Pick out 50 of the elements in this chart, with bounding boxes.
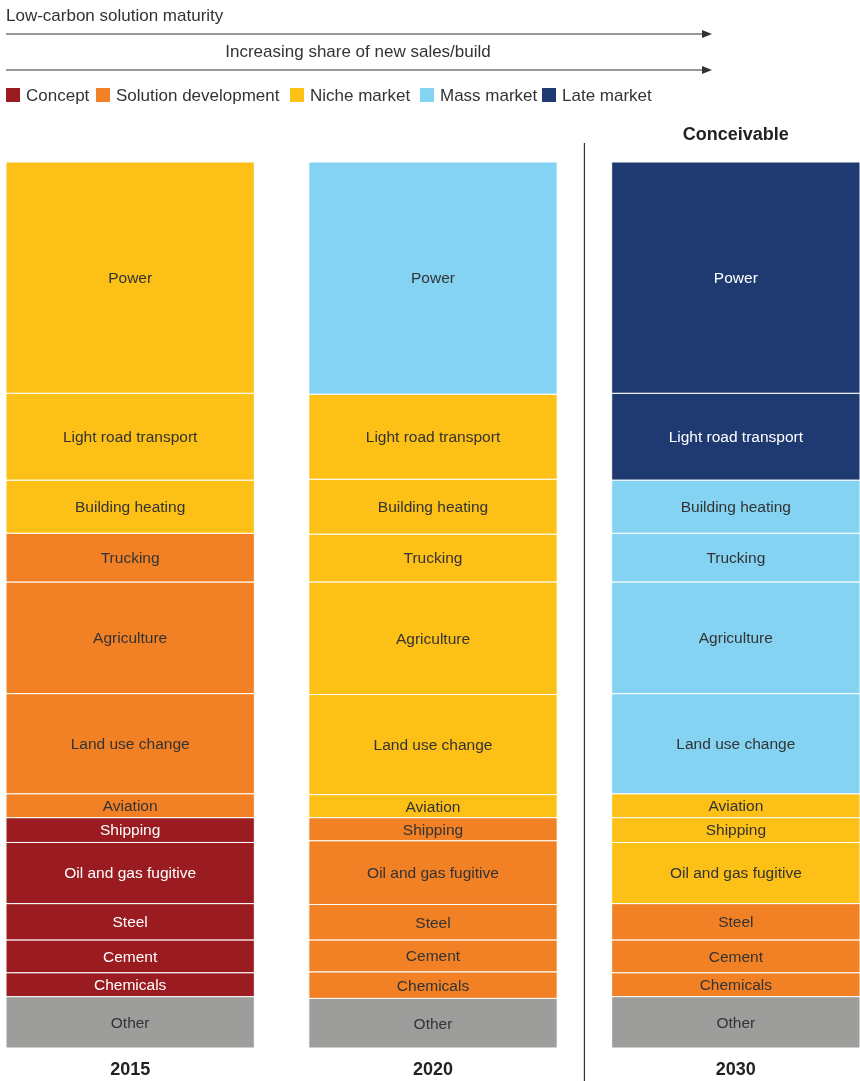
text: Building heating xyxy=(377,498,489,516)
series-label: Agriculture xyxy=(93,629,168,647)
series-label: Trucking xyxy=(403,549,463,567)
legend-label: Solution development xyxy=(116,86,280,105)
text: Land use change xyxy=(676,735,796,753)
text: Land use change xyxy=(373,735,493,753)
text: Low-carbon solution maturity xyxy=(6,6,224,25)
series-label: Aviation xyxy=(405,797,461,815)
text: Steel xyxy=(112,913,148,931)
text: Agriculture xyxy=(698,629,773,647)
text: Cement xyxy=(708,947,763,965)
text: Light road transport xyxy=(668,428,804,446)
text: Shipping xyxy=(100,821,161,839)
x-tick-label: 2030 xyxy=(715,1059,756,1079)
text: Building heating xyxy=(680,498,791,516)
text: Light road transport xyxy=(62,428,198,446)
text: Other xyxy=(110,1013,150,1031)
series-label: Steel xyxy=(415,913,451,931)
series-label: Other xyxy=(413,1014,453,1032)
text: Chemicals xyxy=(396,976,470,994)
series-label: Shipping xyxy=(402,820,464,838)
text: Trucking xyxy=(706,549,766,567)
series-label: Chemicals xyxy=(93,976,167,994)
text: Oil and gas fugitive xyxy=(669,864,802,882)
legend-label: Late market xyxy=(562,86,653,105)
text: Agriculture xyxy=(395,629,471,647)
text: Trucking xyxy=(100,549,160,567)
text: Steel xyxy=(718,913,754,931)
text: Oil and gas fugitive xyxy=(367,864,499,881)
series-label: Light road transport xyxy=(365,428,501,446)
text: Conceivable xyxy=(682,124,789,144)
text: Power xyxy=(713,269,758,287)
series-label: Oil and gas fugitive xyxy=(64,864,197,882)
series-label: Land use change xyxy=(70,735,190,753)
x-tick-label: 2015 xyxy=(110,1059,151,1079)
legend-label: Mass market xyxy=(440,86,538,105)
series-label: Cement xyxy=(405,947,461,965)
x-tick-label: 2020 xyxy=(412,1059,454,1079)
legend-label: Niche market xyxy=(310,86,411,105)
text: Power xyxy=(108,269,153,287)
text: Chemicals xyxy=(699,976,773,994)
text: Aviation xyxy=(708,797,764,815)
text: Increasing share of new sales/build xyxy=(225,42,491,61)
series-label: Power xyxy=(411,269,455,287)
text: Cement xyxy=(103,947,158,965)
series-label: Building heating xyxy=(75,498,186,516)
text: Shipping xyxy=(705,821,766,839)
legend-label: Concept xyxy=(26,86,90,105)
text: Aviation xyxy=(102,797,158,815)
text: Other xyxy=(716,1013,756,1031)
